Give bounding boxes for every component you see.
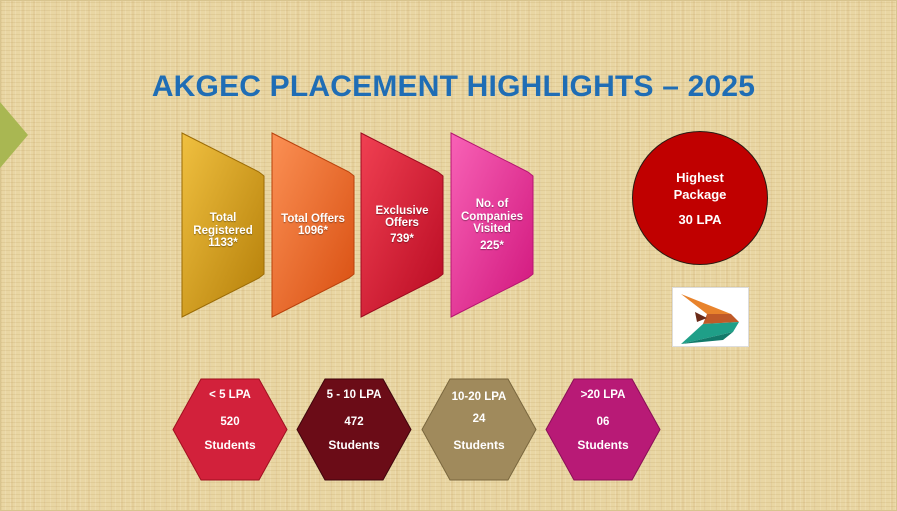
stat-exclusive-offers: Exclusive Offers 739* <box>360 132 444 318</box>
salary-bracket-over-20: >20 LPA 06 Students <box>545 378 661 481</box>
salary-bracket-5-10: 5 - 10 LPA 472 Students <box>296 378 412 481</box>
stat-value: 1133* <box>208 237 238 250</box>
stat-label-line: Total <box>209 212 237 225</box>
salary-bracket-10-20: 10-20 LPA 24 Students <box>421 378 537 481</box>
bracket-count: 24 <box>472 413 486 425</box>
stat-total-registered: Total Registered 1133* <box>181 132 265 318</box>
highest-package-badge: Highest Package 30 LPA <box>632 131 768 265</box>
salary-bracket-under-5: < 5 LPA 520 Students <box>172 378 288 481</box>
stat-label-line: No. of <box>475 198 509 210</box>
stat-companies-visited: No. of Companies Visited 225* <box>450 132 534 318</box>
stat-value: 225* <box>480 239 504 252</box>
stat-label-line: Total Offers <box>281 212 345 225</box>
bracket-range: 10-20 LPA <box>451 391 507 403</box>
stat-label-line: Visited <box>473 223 511 235</box>
highest-package-label: Highest <box>676 170 724 185</box>
bracket-range: 5 - 10 LPA <box>326 389 382 401</box>
bracket-count: 472 <box>344 416 364 428</box>
stat-value: 1096* <box>297 225 329 237</box>
left-arrow-decoration <box>0 102 28 168</box>
bracket-range: >20 LPA <box>580 389 626 401</box>
highest-package-label: Package <box>673 187 727 202</box>
company-logo <box>672 287 749 347</box>
stat-label-line: Exclusive <box>375 204 429 217</box>
stat-total-offers: Total Offers 1096* <box>271 132 355 318</box>
hex-shape <box>296 378 412 481</box>
stat-value: 739* <box>390 232 414 245</box>
bracket-unit: Students <box>453 438 505 452</box>
hex-shape <box>172 378 288 481</box>
arrow-logo-icon <box>681 294 739 344</box>
hex-shape <box>545 378 661 481</box>
stat-label-line: Companies <box>461 210 523 223</box>
stat-label-line: Registered <box>193 224 253 237</box>
highest-package-value: 30 LPA <box>678 212 722 227</box>
bracket-count: 06 <box>596 416 610 428</box>
hex-shape <box>421 378 537 481</box>
stat-label-line: Offers <box>385 217 419 230</box>
page-title: AKGEC PLACEMENT HIGHLIGHTS – 2025 <box>151 70 756 103</box>
bracket-range: < 5 LPA <box>209 389 251 401</box>
bracket-unit: Students <box>577 438 629 452</box>
bracket-unit: Students <box>204 438 256 452</box>
bracket-unit: Students <box>328 438 380 452</box>
bracket-count: 520 <box>220 416 240 428</box>
